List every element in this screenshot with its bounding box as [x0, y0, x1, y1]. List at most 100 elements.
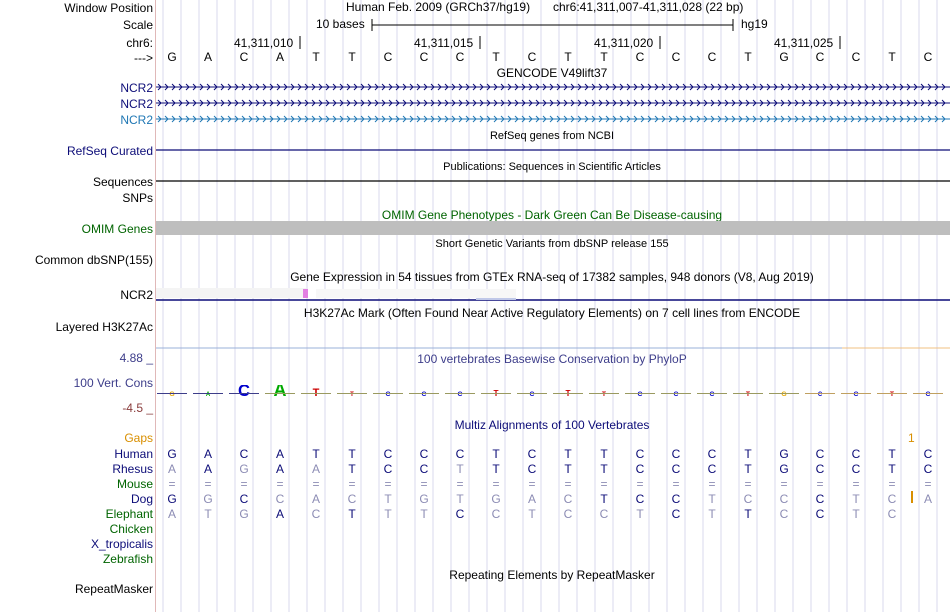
repeatmasker-title[interactable]: Repeating Elements by RepeatMasker	[449, 568, 655, 582]
gencode-item-label[interactable]: NCR2	[120, 113, 153, 127]
gtex-label[interactable]: NCR2	[120, 288, 153, 302]
gencode-strand-chevron	[703, 99, 708, 107]
gencode-strand-chevron	[381, 99, 386, 107]
sequences-label[interactable]: Sequences	[92, 175, 153, 189]
omim-bar[interactable]	[156, 221, 950, 235]
gencode-strand-chevron	[220, 83, 225, 91]
gencode-item-label[interactable]: NCR2	[120, 97, 153, 111]
gencode-strand-chevron	[507, 83, 512, 91]
alignment-base: C	[635, 462, 645, 476]
gtex-graphic[interactable]	[156, 288, 950, 302]
publications-title[interactable]: Publications: Sequences in Scientific Ar…	[443, 161, 661, 173]
gencode-strand-chevron	[535, 115, 540, 123]
phylop-logo-glyph: A	[206, 392, 211, 398]
gencode-strand-chevron	[185, 83, 190, 91]
species-label[interactable]: Zebrafish	[102, 552, 153, 566]
gencode-strand-chevron	[836, 115, 841, 123]
gencode-strand-chevron	[920, 99, 925, 107]
repeatmasker-label[interactable]: RepeatMasker	[74, 582, 153, 596]
gencode-title[interactable]: GENCODE V49lift37	[496, 66, 608, 80]
gencode-strand-chevron	[710, 99, 715, 107]
alignment-base: A	[311, 492, 320, 506]
gencode-strand-chevron	[486, 83, 491, 91]
omim-title[interactable]: OMIM Gene Phenotypes - Dark Green Can Be…	[381, 208, 723, 222]
species-label[interactable]: Elephant	[105, 507, 153, 521]
alignment-base: T	[348, 447, 356, 461]
gencode-transcripts[interactable]	[156, 80, 950, 128]
reference-base: C	[851, 50, 861, 64]
alignment-base: A	[275, 447, 284, 461]
alignment-base: =	[204, 477, 212, 491]
publications-line[interactable]	[156, 180, 950, 183]
gencode-strand-chevron	[556, 83, 561, 91]
gencode-strand-chevron	[780, 99, 785, 107]
reference-base: G	[779, 50, 789, 64]
species-label[interactable]: Dog	[130, 492, 153, 506]
gencode-strand-chevron	[367, 99, 372, 107]
species-label[interactable]: X_tropicalis	[90, 537, 153, 551]
species-label[interactable]: Human	[114, 447, 153, 461]
phylop-logo-glyph: G	[781, 391, 786, 398]
gencode-strand-chevron	[675, 115, 680, 123]
gencode-strand-chevron	[220, 99, 225, 107]
multiz-title[interactable]: Multiz Alignments of 100 Vertebrates	[454, 418, 650, 432]
gencode-strand-chevron	[766, 99, 771, 107]
dbsnp-label[interactable]: Common dbSNP(155)	[34, 253, 153, 267]
gencode-strand-chevron	[255, 83, 260, 91]
gencode-strand-chevron	[234, 83, 239, 91]
gencode-strand-chevron	[241, 83, 246, 91]
gencode-strand-chevron	[654, 99, 659, 107]
phylop-title[interactable]: 100 vertebrates Basewise Conservation by…	[417, 352, 687, 366]
gencode-strand-chevron	[535, 83, 540, 91]
gencode-strand-chevron	[507, 99, 512, 107]
phylop-logo-glyph: C	[926, 391, 931, 398]
gencode-item-label[interactable]: NCR2	[120, 81, 153, 95]
h3k27ac-title[interactable]: H3K27Ac Mark (Often Found Near Active Re…	[303, 306, 801, 320]
refseq-line[interactable]	[156, 149, 950, 152]
gencode-strand-chevron	[633, 99, 638, 107]
gencode-strand-chevron	[332, 99, 337, 107]
gencode-strand-chevron	[339, 83, 344, 91]
gencode-strand-chevron	[444, 83, 449, 91]
gencode-strand-chevron	[577, 115, 582, 123]
alignment-base: C	[851, 447, 861, 461]
dbsnp-title[interactable]: Short Genetic Variants from dbSNP releas…	[435, 238, 669, 250]
gencode-strand-chevron	[626, 115, 631, 123]
snps-label[interactable]: SNPs	[122, 191, 153, 205]
gencode-strand-chevron	[213, 115, 218, 123]
h3k27ac-label[interactable]: Layered H3K27Ac	[55, 320, 153, 334]
species-label[interactable]: Mouse	[116, 477, 153, 491]
gencode-strand-chevron	[374, 99, 379, 107]
alignment-base: C	[671, 492, 681, 506]
window-position-label: Window Position	[64, 1, 153, 15]
gencode-strand-chevron	[311, 115, 316, 123]
gencode-strand-chevron	[766, 83, 771, 91]
omim-label[interactable]: OMIM Genes	[81, 222, 153, 236]
gaps-label[interactable]: Gaps	[124, 431, 153, 445]
gencode-strand-chevron	[339, 115, 344, 123]
gencode-strand-chevron	[395, 115, 400, 123]
gencode-strand-chevron	[857, 99, 862, 107]
reference-base: C	[527, 50, 537, 64]
species-label[interactable]: Rhesus	[112, 462, 153, 476]
alignment-base: C	[635, 447, 645, 461]
alignment-base: G	[203, 492, 213, 506]
gencode-strand-chevron	[346, 99, 351, 107]
phylop-max-label: 4.88 _	[119, 351, 153, 365]
alignment-base: C	[671, 462, 681, 476]
alignment-base: G	[779, 447, 789, 461]
gencode-strand-chevron	[164, 115, 169, 123]
gencode-strand-chevron	[738, 115, 743, 123]
h3k27ac-signal[interactable]	[156, 347, 950, 350]
gencode-strand-chevron	[661, 115, 666, 123]
refseq-label[interactable]: RefSeq Curated	[66, 144, 153, 158]
gtex-title[interactable]: Gene Expression in 54 tissues from GTEx …	[290, 270, 814, 284]
refseq-title[interactable]: RefSeq genes from NCBI	[489, 130, 615, 142]
gencode-strand-chevron	[409, 99, 414, 107]
species-label[interactable]: Chicken	[109, 522, 153, 536]
phylop-logo-glyph: C	[238, 385, 250, 400]
gencode-strand-chevron	[297, 83, 302, 91]
phylop-track-label[interactable]: 100 Vert. Cons	[73, 376, 153, 390]
